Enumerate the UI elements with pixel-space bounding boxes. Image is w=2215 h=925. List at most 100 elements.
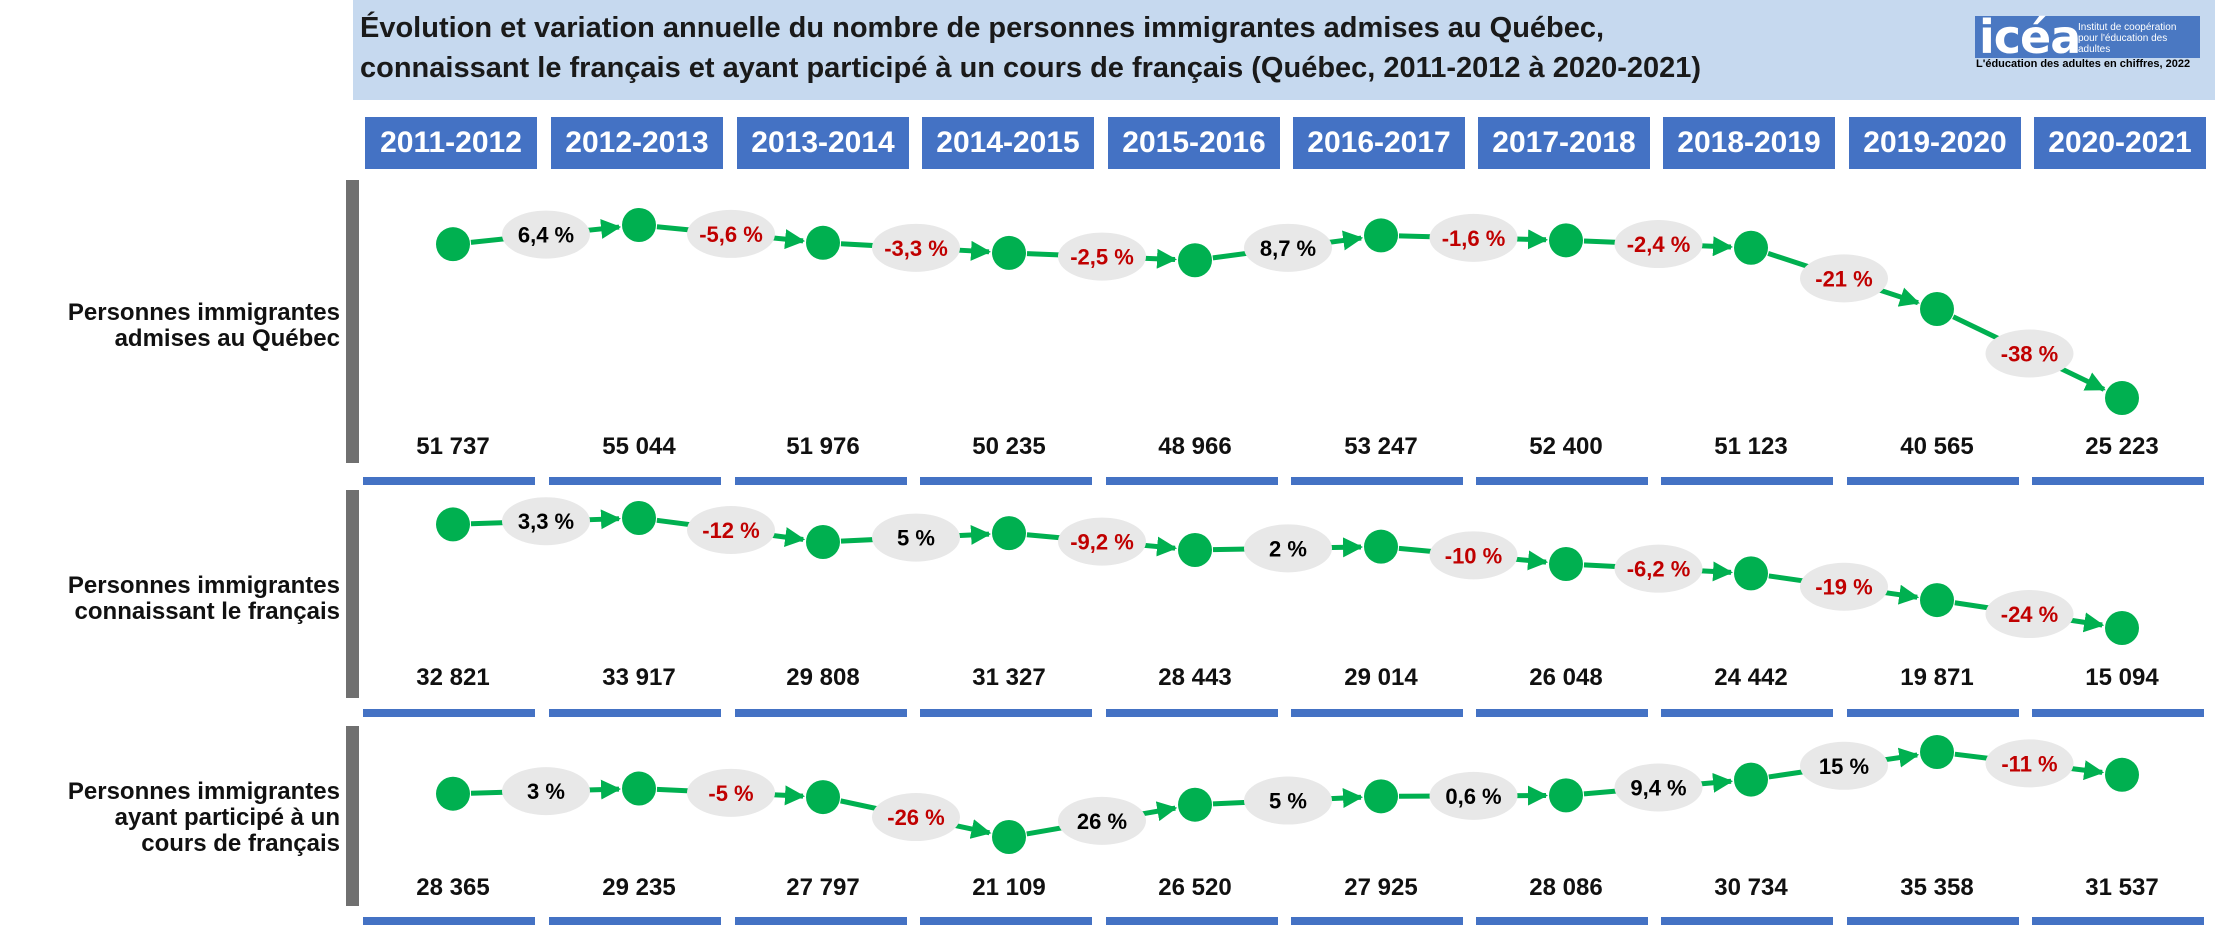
- variation-pill: [1800, 741, 1888, 790]
- logo-subtitle: Institut de coopération pour l'éducation…: [2078, 22, 2177, 55]
- variation-pill: [1985, 329, 2074, 378]
- variation-label: -21 %: [1815, 266, 1872, 291]
- column-underline-bar: [363, 477, 535, 485]
- series-label-line: cours de français: [141, 830, 340, 857]
- column-underline-bar: [1476, 709, 1648, 717]
- data-point: [1734, 230, 1768, 265]
- data-point: [1920, 735, 1954, 769]
- variation-pill: [1429, 213, 1518, 262]
- data-point: [1734, 556, 1768, 591]
- variation-pill: [1058, 517, 1146, 566]
- row-divider-bar: [346, 180, 359, 463]
- column-underline-bar: [2032, 477, 2204, 485]
- variation-pill: [1429, 771, 1518, 820]
- column-underline-bar: [735, 917, 907, 925]
- value-label: 29 235: [602, 874, 675, 901]
- variation-pill: [1614, 220, 1703, 269]
- variation-pill: [1985, 590, 2074, 639]
- series-label-line: admises au Québec: [114, 325, 340, 352]
- data-point: [436, 507, 470, 542]
- value-label: 31 327: [972, 664, 1045, 691]
- year-header: 2018-2019: [1663, 117, 1835, 169]
- variation-label: 2 %: [1269, 536, 1307, 561]
- column-underline-bar: [1661, 477, 1833, 485]
- value-label: 27 797: [786, 874, 859, 901]
- column-underline-bar: [1847, 917, 2019, 925]
- data-point: [1549, 546, 1583, 581]
- data-point: [992, 820, 1026, 854]
- column-underline-bar: [735, 477, 907, 485]
- logo-box: [1975, 16, 2200, 58]
- value-label: 27 925: [1344, 874, 1417, 901]
- data-point: [2105, 757, 2139, 792]
- variation-pill: [687, 209, 775, 258]
- data-point: [622, 501, 656, 535]
- value-label: 21 109: [972, 874, 1045, 901]
- data-point: [1549, 778, 1583, 813]
- variation-label: 26 %: [1077, 809, 1127, 834]
- variation-label: -5 %: [708, 781, 753, 806]
- value-label: 26 048: [1529, 664, 1602, 691]
- column-underline-bar: [363, 709, 535, 717]
- column-underline-bar: [549, 477, 721, 485]
- column-underline-bar: [1106, 917, 1278, 925]
- variation-label: -11 %: [2001, 751, 2057, 776]
- variation-pill: [1244, 776, 1332, 825]
- value-label: 32 821: [416, 664, 489, 691]
- variation-pill: [1614, 544, 1703, 593]
- variation-label: 3 %: [527, 779, 565, 804]
- data-point: [1364, 218, 1398, 253]
- variation-pill: [1985, 739, 2074, 788]
- value-label: 52 400: [1529, 433, 1602, 460]
- variation-pill: [1058, 232, 1146, 281]
- variation-label: -10 %: [1445, 543, 1502, 568]
- variation-label: -9,2 %: [1070, 530, 1134, 555]
- chart-title-line-1: Évolution et variation annuelle du nombr…: [360, 12, 1605, 44]
- variation-label: 9,4 %: [1630, 775, 1686, 800]
- data-point: [992, 516, 1026, 551]
- variation-pill: [1244, 223, 1332, 272]
- data-point: [1364, 779, 1398, 814]
- data-point: [1178, 532, 1212, 567]
- data-point: [806, 225, 840, 260]
- variation-label: -26 %: [887, 805, 944, 830]
- value-label: 28 086: [1529, 874, 1602, 901]
- series-label: Personnes immigrantes admises au Québec: [10, 300, 340, 352]
- variation-label: 0,6 %: [1445, 784, 1501, 809]
- variation-label: -6,2 %: [1627, 557, 1691, 582]
- series-label-line: Personnes immigrantes: [67, 778, 340, 805]
- variation-label: -5,6 %: [699, 222, 763, 247]
- value-label: 28 365: [416, 874, 489, 901]
- column-underline-bar: [1106, 709, 1278, 717]
- year-header: 2016-2017: [1293, 117, 1465, 169]
- variation-pill: [1244, 524, 1332, 573]
- title-banner: [353, 0, 2215, 100]
- series-label-line: connaissant le français: [74, 598, 340, 625]
- variation-pill: [872, 793, 960, 842]
- year-header: 2012-2013: [551, 117, 723, 169]
- year-header: 2015-2016: [1108, 117, 1280, 169]
- variation-pill: [1800, 254, 1888, 303]
- column-underline-bar: [2032, 917, 2204, 925]
- variation-label: -3,3 %: [884, 236, 948, 261]
- column-underline-bar: [1291, 917, 1463, 925]
- series-label-line: Personnes immigrantes: [67, 299, 340, 326]
- year-header: 2011-2012: [365, 117, 537, 169]
- data-point: [806, 525, 840, 560]
- value-label: 51 123: [1714, 433, 1787, 460]
- variation-label: -2,4 %: [1627, 232, 1691, 257]
- value-label: 31 537: [2085, 874, 2158, 901]
- row-divider-bar: [346, 490, 359, 698]
- value-label: 55 044: [602, 433, 676, 460]
- data-point: [1178, 787, 1212, 822]
- value-label: 50 235: [972, 433, 1045, 460]
- year-header: 2019-2020: [1849, 117, 2021, 169]
- column-underline-bar: [549, 709, 721, 717]
- value-label: 35 358: [1900, 874, 1973, 901]
- variation-pill: [502, 767, 590, 816]
- logo-name: icéa: [1979, 10, 2081, 64]
- row-divider-bar: [346, 726, 359, 906]
- value-label: 48 966: [1158, 433, 1231, 460]
- variation-label: -2,5 %: [1070, 245, 1134, 270]
- value-label: 19 871: [1900, 664, 1973, 691]
